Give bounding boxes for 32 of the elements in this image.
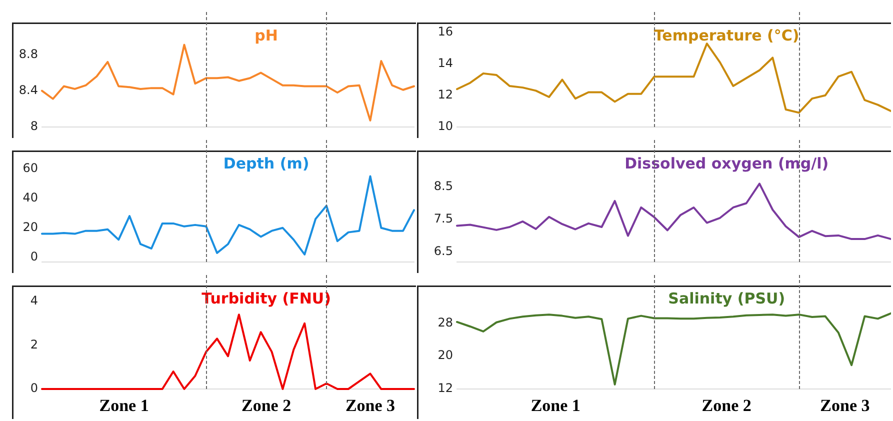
text: Zone 1 — [530, 396, 580, 415]
y-tick-label: 8.4 — [18, 82, 38, 97]
chart-title: pH — [254, 26, 278, 45]
y-tick-label: 40 — [22, 190, 38, 205]
text: Zone 1 — [99, 396, 149, 415]
y-tick-label: 8 — [30, 118, 38, 133]
text: Zone 2 — [702, 396, 752, 415]
chart-title: Salinity (PSU) — [668, 290, 786, 308]
y-tick-label: 8.5 — [434, 179, 453, 194]
chart-title: Depth (m) — [223, 154, 310, 173]
y-tick-label: 14 — [438, 56, 453, 70]
y-tick-label: 7.5 — [434, 212, 453, 226]
text: Zone 3 — [820, 396, 870, 415]
y-tick-label: 20 — [438, 348, 453, 362]
y-tick-label: 16 — [438, 24, 453, 39]
chart-title: Turbidity (FNU) — [202, 290, 331, 308]
y-tick-label: 12 — [438, 381, 453, 396]
text: Zone 2 — [241, 396, 292, 415]
y-tick-label: 12 — [438, 88, 453, 102]
y-tick-label: 4 — [30, 294, 38, 308]
chart-title: Dissolved oxygen (mg/l) — [624, 154, 829, 173]
y-tick-label: 8.8 — [18, 46, 38, 61]
y-tick-label: 28 — [438, 315, 453, 330]
chart-title: Temperature (°C) — [654, 26, 800, 45]
y-tick-label: 0 — [30, 381, 38, 396]
y-tick-label: 20 — [22, 220, 38, 234]
y-tick-label: 0 — [30, 250, 38, 264]
y-tick-label: 6.5 — [434, 244, 453, 258]
text: Zone 3 — [345, 396, 396, 415]
y-tick-label: 2 — [30, 337, 38, 352]
y-tick-label: 60 — [22, 161, 38, 176]
y-tick-label: 10 — [438, 118, 453, 133]
